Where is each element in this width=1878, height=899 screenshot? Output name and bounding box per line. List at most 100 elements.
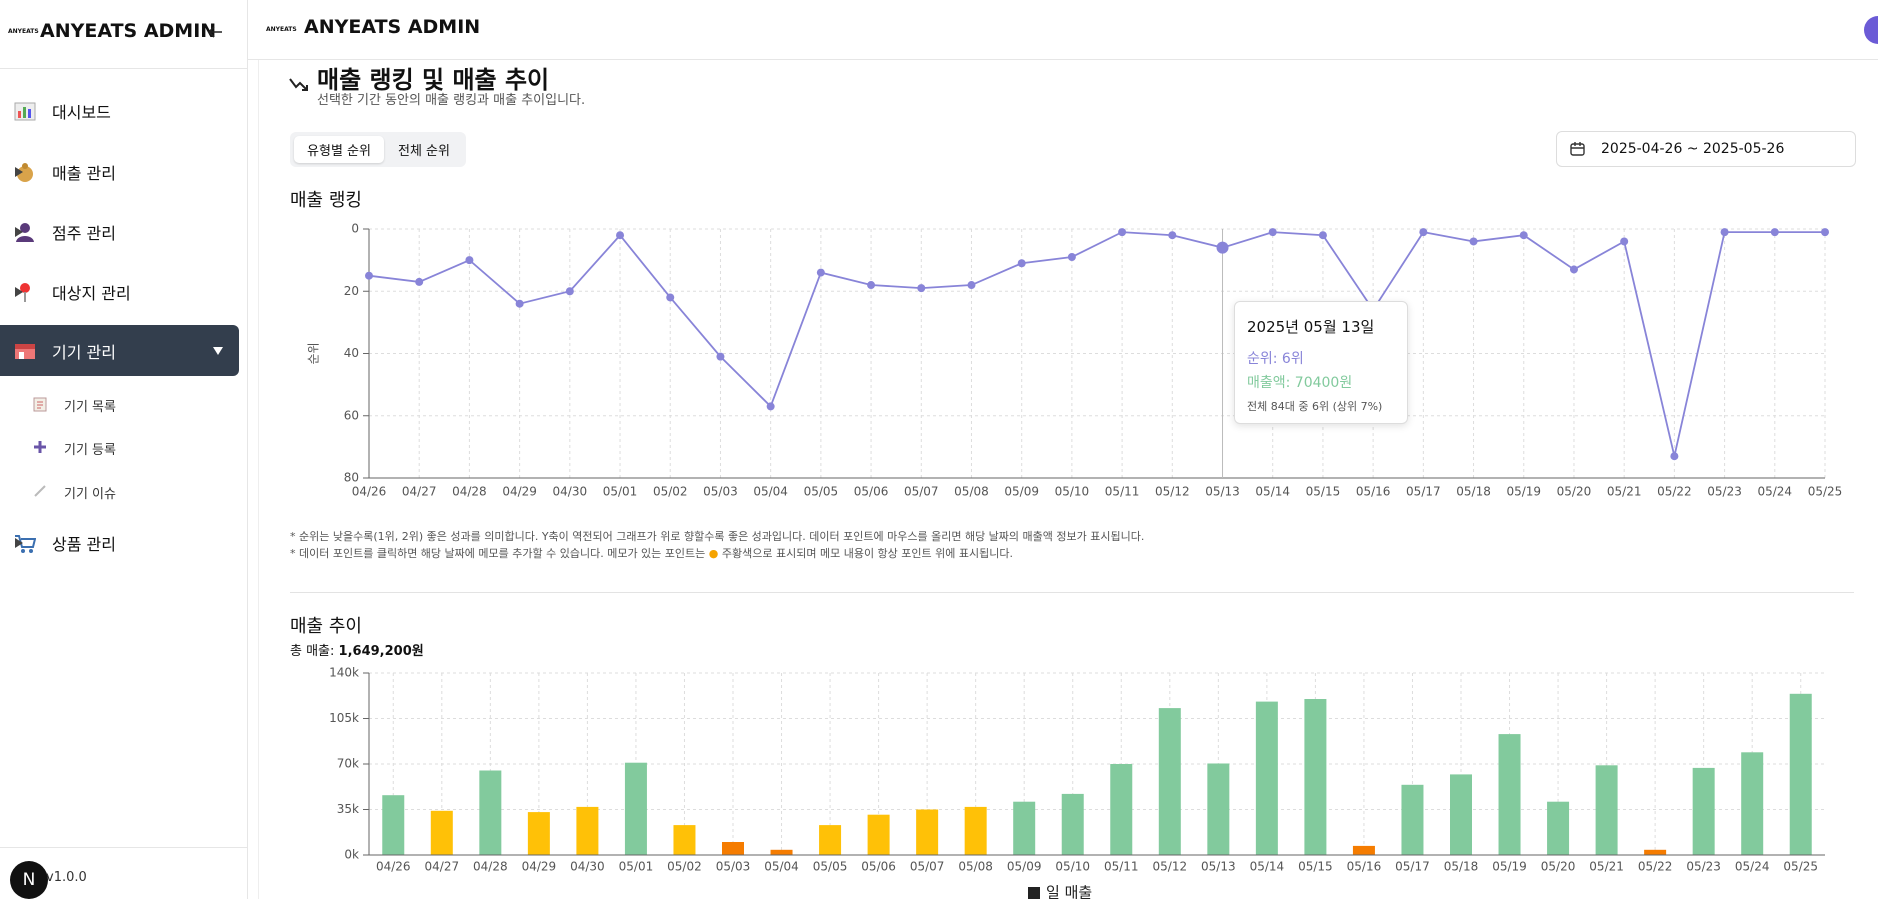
menu-item[interactable]: 매출 관리	[0, 147, 239, 197]
y-tick-label: 20	[344, 284, 359, 298]
x-tick-label: 05/02	[667, 860, 702, 874]
x-tick-label: 05/10	[1055, 485, 1090, 499]
logo: ANYEATS	[8, 28, 39, 35]
bar	[1595, 765, 1618, 855]
x-tick-label: 05/24	[1757, 485, 1792, 499]
point	[1067, 253, 1076, 262]
top-header	[248, 0, 1878, 60]
collapse-button[interactable]	[207, 25, 223, 39]
x-tick-label: 05/08	[958, 860, 993, 874]
expand-arrow	[15, 287, 23, 297]
tooltip-detail: 전체 84대 중 6위 (상위 7%)	[1247, 400, 1383, 413]
x-tick-label: 05/03	[716, 860, 751, 874]
x-tick-label: 05/11	[1105, 485, 1140, 499]
x-tick-label: 05/07	[904, 485, 939, 499]
avatar[interactable]	[1864, 16, 1878, 44]
note: * 순위는 낮을수록(1위, 2위) 좋은 성과를 의미합니다. Y축이 역전되…	[290, 530, 1145, 543]
date-picker[interactable]	[1556, 131, 1856, 167]
bar	[479, 770, 502, 855]
point	[716, 352, 725, 361]
bar	[916, 809, 939, 855]
trend-icon	[289, 78, 308, 91]
x-tick-label: 05/25	[1783, 860, 1818, 874]
y-tick-label: 80	[344, 471, 359, 485]
point	[1670, 452, 1679, 461]
menu-label: 상품 관리	[52, 535, 116, 554]
tooltip-rank: 순위: 6위	[1247, 351, 1304, 367]
submenu-item[interactable]: 기기 목록	[64, 400, 116, 415]
x-tick-label: 05/09	[1007, 860, 1042, 874]
icon	[33, 397, 47, 412]
bar	[430, 810, 453, 855]
point	[666, 293, 675, 302]
x-tick-label: 05/08	[954, 485, 989, 499]
point	[1569, 265, 1578, 274]
tooltip: 2025년 05월 13일 순위: 6위 매출액: 70400원 전체 84대 …	[1234, 301, 1408, 424]
x-tick-label: 04/29	[502, 485, 537, 499]
x-tick-label: 04/26	[352, 485, 387, 499]
menu-label: 매출 관리	[52, 164, 116, 183]
tab[interactable]: 전체 순위	[398, 144, 450, 159]
x-tick-label: 05/09	[1004, 485, 1039, 499]
bar	[382, 795, 405, 855]
total-sales: 총 매출: 1,649,200원	[290, 640, 424, 659]
calendar-icon	[1570, 142, 1585, 156]
bar	[527, 812, 550, 855]
icon	[17, 163, 33, 182]
x-tick-label: 05/05	[813, 860, 848, 874]
point	[415, 277, 424, 286]
menu-label: 대시보드	[52, 103, 111, 122]
menu-item-active[interactable]: 기기 관리	[0, 325, 239, 376]
content-border	[258, 60, 259, 899]
chart-title: 매출 추이	[290, 616, 362, 637]
x-tick-label: 05/21	[1589, 860, 1624, 874]
bar	[770, 849, 793, 855]
x-tick-label: 05/04	[764, 860, 799, 874]
submenu-item[interactable]: 기기 이슈	[64, 487, 116, 502]
point	[1118, 228, 1127, 237]
point	[1017, 259, 1026, 268]
orange-dot: ●	[708, 547, 719, 560]
point	[1770, 228, 1779, 237]
bar	[1255, 701, 1278, 855]
point	[1216, 241, 1229, 254]
divider	[0, 847, 247, 848]
x-tick-label: 05/19	[1492, 860, 1527, 874]
x-tick-label: 05/17	[1406, 485, 1441, 499]
x-tick-label: 05/21	[1607, 485, 1642, 499]
menu-label: 대상지 관리	[52, 284, 131, 303]
menu-item[interactable]: 점주 관리	[0, 207, 239, 257]
total-value: 1,649,200원	[338, 644, 424, 659]
note-text: 주황색으로 표시되며 메모 내용이 항상 포인트 위에 표시됩니다.	[721, 547, 1013, 560]
legend-swatch	[1028, 887, 1040, 899]
point	[867, 281, 876, 290]
menu-item[interactable]: 상품 관리	[0, 518, 239, 568]
x-tick-label: 05/16	[1347, 860, 1382, 874]
x-tick-label: 05/22	[1638, 860, 1673, 874]
x-tick-label: 04/30	[570, 860, 605, 874]
icon	[34, 441, 46, 453]
point	[1821, 228, 1829, 237]
icon	[14, 102, 36, 121]
bar	[624, 762, 647, 855]
x-tick-label: 05/01	[619, 860, 654, 874]
point	[1519, 231, 1528, 240]
bar	[819, 825, 842, 855]
badge[interactable]: N	[10, 861, 48, 899]
submenu-item[interactable]: 기기 등록	[64, 443, 116, 458]
expand-arrow	[15, 227, 23, 237]
point	[465, 256, 474, 265]
x-tick-label: 05/01	[603, 485, 638, 499]
menu-item[interactable]: 대상지 관리	[0, 267, 239, 317]
bar	[1158, 708, 1181, 855]
point	[565, 287, 574, 296]
icon	[20, 283, 30, 302]
x-tick-label: 04/27	[402, 485, 437, 499]
x-tick-label: 04/29	[522, 860, 557, 874]
x-tick-label: 04/30	[553, 485, 588, 499]
y-tick-label: 105k	[329, 711, 359, 725]
menu-item[interactable]: 대시보드	[0, 86, 239, 136]
header-logo: ANYEATS	[266, 26, 297, 33]
tab-active[interactable]: 유형별 순위	[294, 136, 384, 163]
